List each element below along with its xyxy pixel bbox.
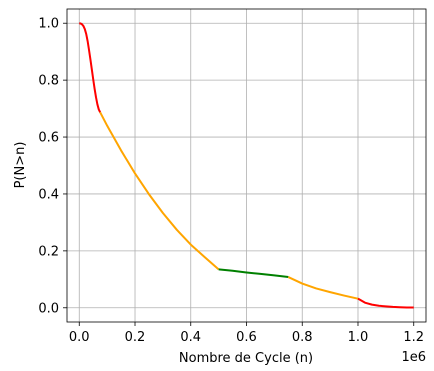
x-tick-label: 1.0: [348, 330, 369, 345]
y-tick-label: 0.6: [38, 131, 59, 146]
y-tick-label: 0.2: [38, 244, 59, 259]
x-axis: 0.0 0.2 0.4 0.6 0.8 1.0 1.2: [69, 322, 424, 345]
series-line-5: [357, 297, 414, 309]
series-line-3: [218, 268, 289, 279]
x-tick-label: 0.0: [69, 330, 90, 345]
y-axis-label: P(N>n): [13, 142, 28, 189]
y-tick-label: 0.4: [38, 187, 59, 202]
x-tick-label: 0.6: [236, 330, 257, 345]
x-grid: [78, 9, 415, 322]
y-tick-label: 0.8: [38, 74, 59, 89]
x-tick-label: 1.2: [403, 330, 424, 345]
y-tick-label: 0.0: [38, 301, 59, 316]
x-axis-label: Nombre de Cycle (n): [179, 351, 313, 366]
x-tick-label: 0.8: [292, 330, 313, 345]
x-tick-label: 0.4: [180, 330, 201, 345]
x-axis-offset-label: 1e6: [401, 350, 426, 365]
y-axis: 0.0 0.2 0.4 0.6 0.8 1.0: [38, 17, 67, 316]
x-tick-label: 0.2: [125, 330, 146, 345]
series-line-4: [287, 276, 359, 300]
series-line-1: [79, 22, 102, 113]
series-layer: [79, 22, 414, 309]
series-line-2: [99, 111, 220, 271]
y-tick-label: 1.0: [38, 17, 59, 32]
y-grid: [67, 22, 426, 309]
